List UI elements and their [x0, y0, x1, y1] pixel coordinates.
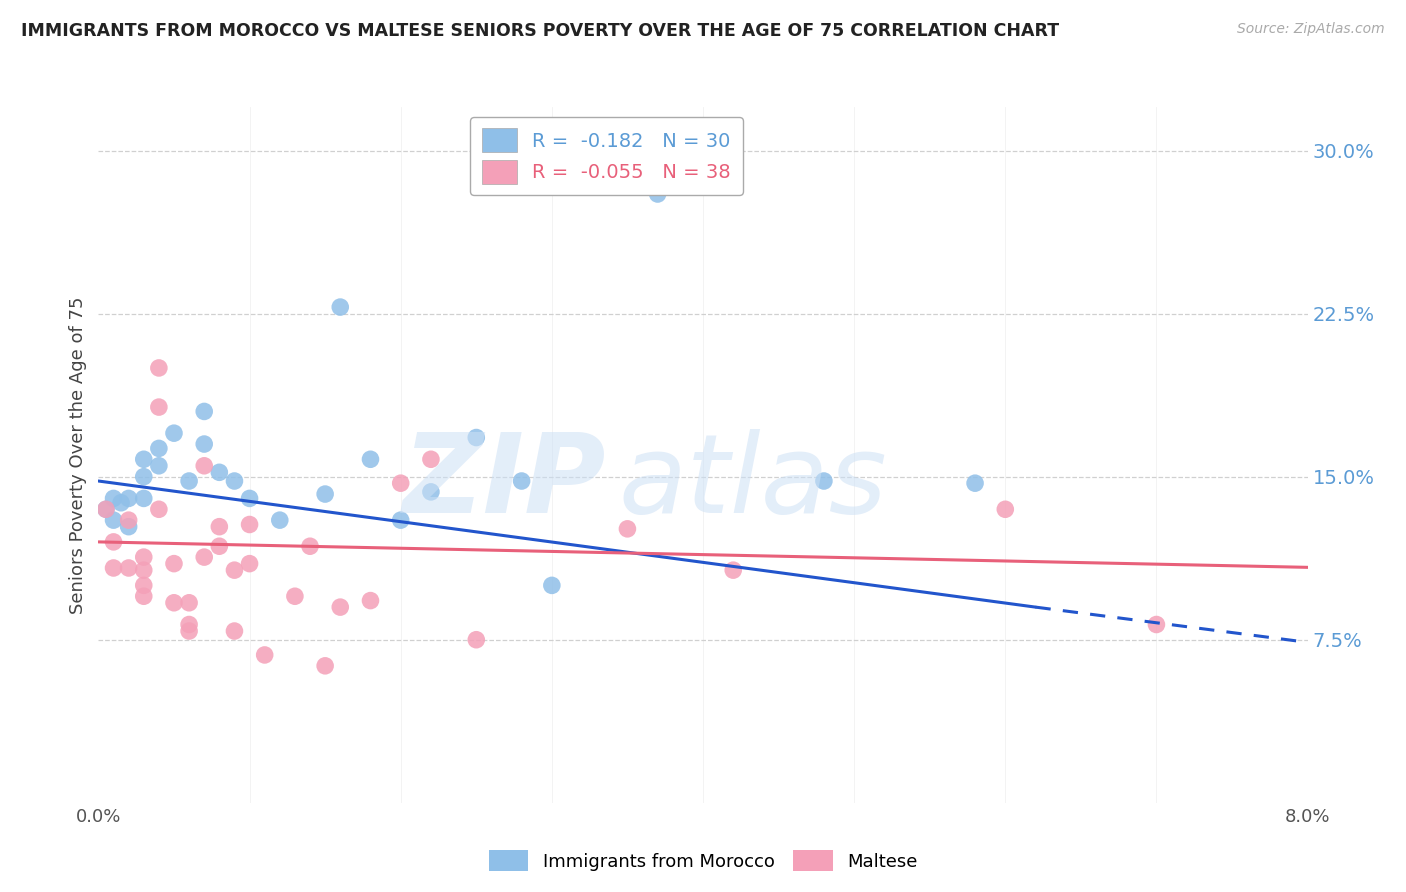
Point [239, 491, 262, 506]
Point [148, 442, 170, 456]
Point [148, 400, 170, 414]
Legend: Immigrants from Morocco, Maltese: Immigrants from Morocco, Maltese [481, 843, 925, 879]
Point [193, 458, 215, 473]
Point [420, 484, 443, 499]
Text: ZIP: ZIP [402, 429, 606, 536]
Point [179, 474, 201, 488]
Point [224, 474, 246, 488]
Point [253, 648, 276, 662]
Point [148, 502, 170, 516]
Point [103, 561, 125, 575]
Point [647, 186, 669, 201]
Point [360, 452, 382, 467]
Point [314, 487, 336, 501]
Point [813, 474, 835, 488]
Point [118, 513, 141, 527]
Point [163, 426, 186, 441]
Text: Source: ZipAtlas.com: Source: ZipAtlas.com [1237, 22, 1385, 37]
Point [103, 491, 125, 506]
Point [132, 578, 155, 592]
Text: atlas: atlas [619, 429, 887, 536]
Point [994, 502, 1017, 516]
Point [132, 550, 155, 565]
Point [314, 658, 336, 673]
Point [148, 458, 170, 473]
Point [179, 624, 201, 638]
Point [179, 596, 201, 610]
Point [541, 578, 564, 592]
Point [224, 563, 246, 577]
Point [420, 452, 443, 467]
Point [360, 593, 382, 607]
Point [299, 539, 322, 553]
Point [118, 491, 141, 506]
Point [94, 502, 117, 516]
Point [239, 517, 262, 532]
Point [1146, 617, 1168, 632]
Point [465, 431, 488, 445]
Point [224, 624, 246, 638]
Point [110, 496, 132, 510]
Point [148, 360, 170, 375]
Legend: R =  -0.182   N = 30, R =  -0.055   N = 38: R = -0.182 N = 30, R = -0.055 N = 38 [470, 117, 742, 195]
Point [103, 513, 125, 527]
Point [132, 469, 155, 483]
Point [179, 617, 201, 632]
Point [132, 452, 155, 467]
Point [132, 589, 155, 603]
Point [389, 513, 412, 527]
Point [118, 519, 141, 533]
Point [465, 632, 488, 647]
Y-axis label: Seniors Poverty Over the Age of 75: Seniors Poverty Over the Age of 75 [69, 296, 87, 614]
Point [193, 404, 215, 418]
Point [329, 300, 352, 314]
Point [329, 600, 352, 615]
Point [269, 513, 291, 527]
Point [118, 561, 141, 575]
Point [239, 557, 262, 571]
Point [208, 539, 231, 553]
Point [132, 491, 155, 506]
Point [616, 522, 638, 536]
Point [163, 596, 186, 610]
Point [284, 589, 307, 603]
Point [389, 476, 412, 491]
Point [163, 557, 186, 571]
Point [94, 502, 117, 516]
Point [103, 535, 125, 549]
Point [132, 563, 155, 577]
Text: IMMIGRANTS FROM MOROCCO VS MALTESE SENIORS POVERTY OVER THE AGE OF 75 CORRELATIO: IMMIGRANTS FROM MOROCCO VS MALTESE SENIO… [21, 22, 1059, 40]
Point [965, 476, 987, 491]
Point [723, 563, 745, 577]
Point [193, 550, 215, 565]
Point [193, 437, 215, 451]
Point [208, 519, 231, 533]
Point [510, 474, 533, 488]
Point [208, 466, 231, 480]
